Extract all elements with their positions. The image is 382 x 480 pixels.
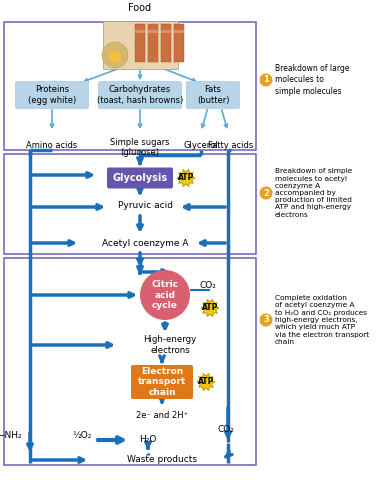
FancyBboxPatch shape	[15, 81, 89, 109]
Text: High-energy
electrons: High-energy electrons	[143, 336, 197, 355]
Polygon shape	[201, 300, 219, 316]
Text: H₂O: H₂O	[139, 435, 157, 444]
Bar	[4, 22, 256, 150]
Text: Fats
(butter): Fats (butter)	[197, 85, 229, 105]
Text: CO₂: CO₂	[218, 425, 235, 434]
Circle shape	[259, 73, 272, 86]
Text: Breakdown of simple
molecules to acetyl
coenzyme A
accompanied by
production of : Breakdown of simple molecules to acetyl …	[275, 168, 352, 218]
Text: Proteins
(egg white): Proteins (egg white)	[28, 85, 76, 105]
Bar	[174, 30, 184, 33]
Text: 2: 2	[263, 189, 269, 197]
FancyBboxPatch shape	[131, 365, 193, 399]
Text: −NH₂: −NH₂	[0, 431, 22, 440]
Circle shape	[102, 42, 128, 68]
FancyBboxPatch shape	[186, 81, 240, 109]
Text: ATP: ATP	[202, 303, 218, 312]
Bar	[148, 24, 158, 62]
Text: ATP: ATP	[198, 377, 214, 386]
Text: CO₂: CO₂	[200, 280, 217, 289]
Text: Electron
transport
chain: Electron transport chain	[138, 367, 186, 397]
Text: Carbohydrates
(toast, hash browns): Carbohydrates (toast, hash browns)	[97, 85, 183, 105]
Bar	[148, 30, 158, 33]
Text: 3: 3	[263, 315, 269, 324]
Text: ½O₂: ½O₂	[72, 431, 92, 440]
FancyBboxPatch shape	[98, 81, 182, 109]
Text: Complete oxidation
of acetyl coenzyme A
to H₂O and CO₂ produces
high-energy elec: Complete oxidation of acetyl coenzyme A …	[275, 295, 369, 345]
Bar	[135, 24, 145, 62]
Bar	[4, 258, 256, 465]
Circle shape	[140, 270, 190, 320]
Bar	[4, 154, 256, 254]
Circle shape	[109, 51, 121, 63]
Text: Pyruvic acid: Pyruvic acid	[118, 202, 173, 211]
Bar	[161, 24, 171, 62]
Circle shape	[259, 313, 272, 326]
FancyBboxPatch shape	[102, 21, 178, 69]
Text: Glycerol: Glycerol	[184, 141, 218, 150]
Text: Citric
acid
cycle: Citric acid cycle	[151, 280, 178, 310]
Text: Simple sugars
(glucose): Simple sugars (glucose)	[110, 138, 170, 156]
Polygon shape	[177, 169, 195, 187]
Bar	[174, 24, 184, 62]
Polygon shape	[197, 373, 215, 391]
Text: 2e⁻ and 2H⁺: 2e⁻ and 2H⁺	[136, 410, 188, 420]
Bar	[135, 30, 145, 33]
Text: Amino acids: Amino acids	[26, 141, 78, 150]
Text: ATP: ATP	[178, 173, 194, 182]
Text: 1: 1	[263, 75, 269, 84]
Text: Acetyl coenzyme A: Acetyl coenzyme A	[102, 239, 188, 248]
Text: Fatty acids: Fatty acids	[208, 141, 254, 150]
Circle shape	[259, 187, 272, 200]
Text: Waste products: Waste products	[127, 456, 197, 465]
Bar	[161, 30, 171, 33]
Text: Breakdown of large
molecules to
simple molecules: Breakdown of large molecules to simple m…	[275, 64, 350, 96]
Text: Food: Food	[128, 3, 152, 13]
FancyBboxPatch shape	[107, 168, 173, 189]
Text: Glycolysis: Glycolysis	[112, 173, 168, 183]
